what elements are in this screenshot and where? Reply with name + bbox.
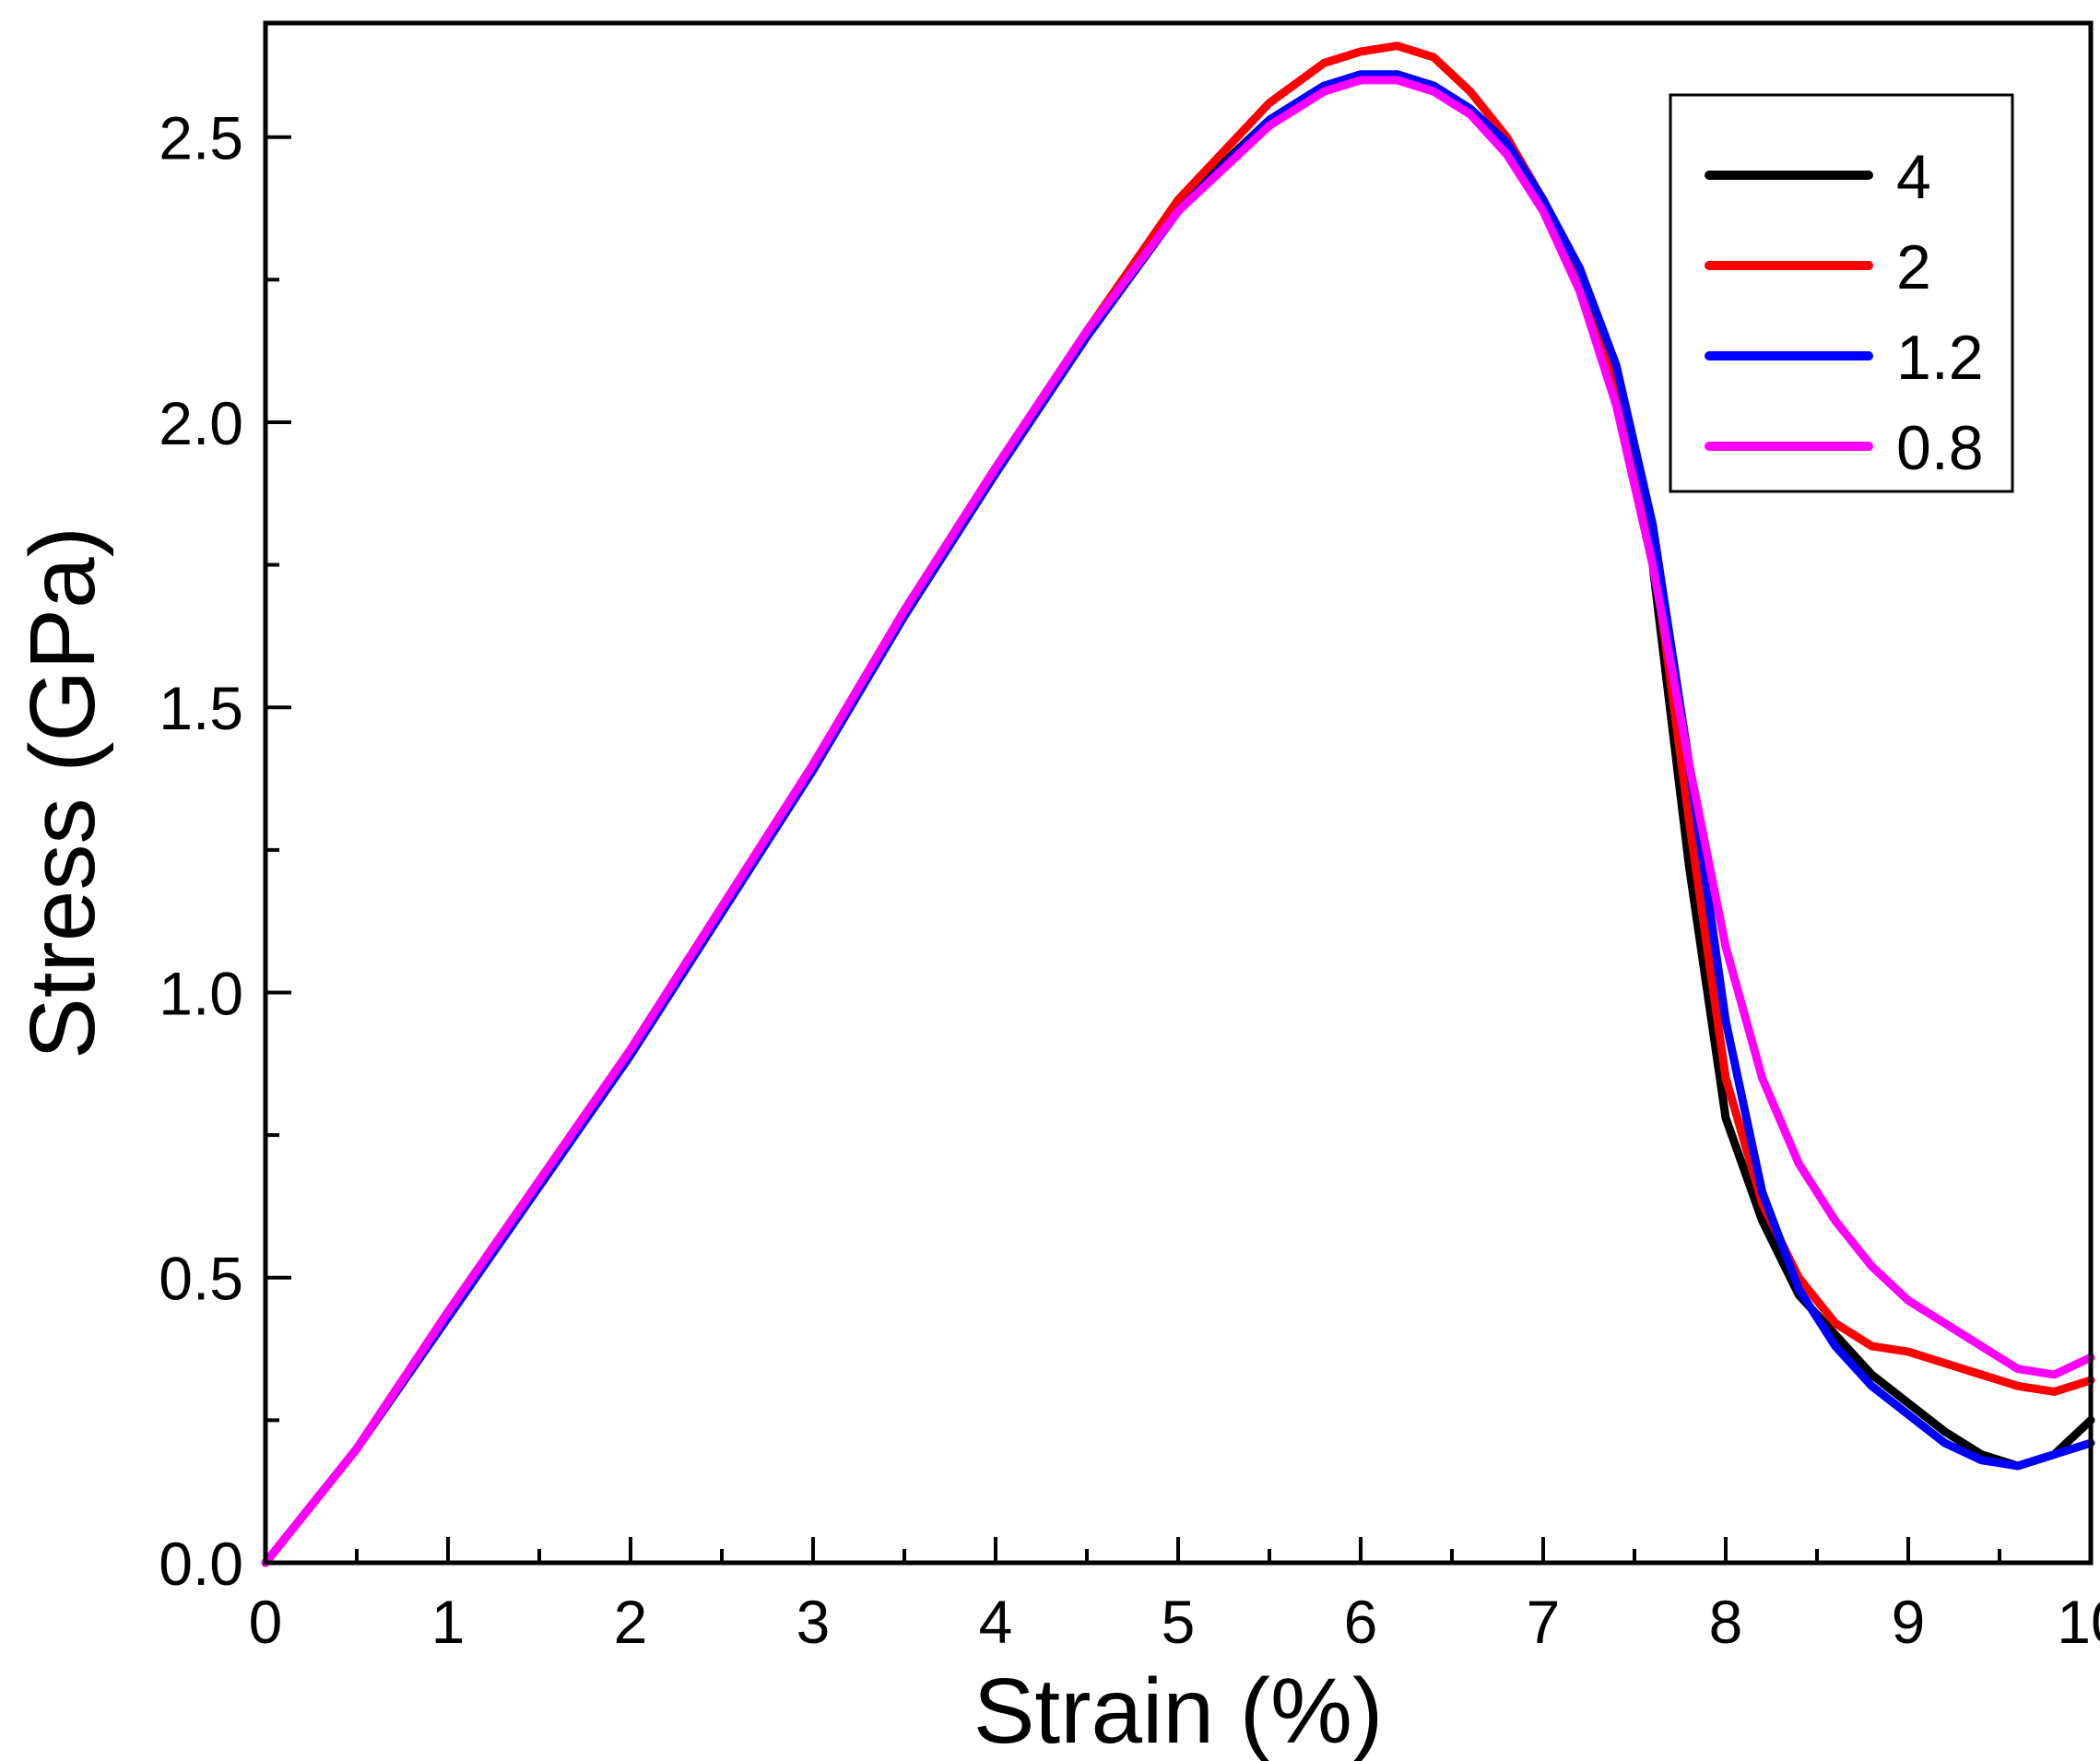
x-tick-label: 1 xyxy=(431,1588,466,1656)
y-tick-label: 1.5 xyxy=(159,674,243,742)
x-tick-label: 4 xyxy=(979,1588,1013,1656)
x-tick-label: 10 xyxy=(2057,1588,2100,1656)
x-tick-label: 3 xyxy=(796,1588,831,1656)
y-tick-label: 1.0 xyxy=(159,959,243,1027)
series-line-0-8 xyxy=(261,76,2095,1567)
x-tick-label: 9 xyxy=(1892,1588,1926,1656)
y-axis-label: Stress (GPa) xyxy=(11,526,114,1059)
x-axis-label: Strain (%) xyxy=(973,1660,1384,1761)
x-axis-ticks: 0 1 2 3 4 5 6 7 8 9 10 xyxy=(249,1537,2100,1656)
x-tick-label: 0 xyxy=(249,1588,283,1656)
legend-label-1-2: 1.2 xyxy=(1896,323,1984,393)
y-tick-label: 0.5 xyxy=(159,1245,243,1313)
y-tick-label: 2.5 xyxy=(159,104,243,172)
y-tick-label: 2.0 xyxy=(159,389,243,457)
x-tick-label: 6 xyxy=(1344,1588,1378,1656)
x-tick-label: 5 xyxy=(1162,1588,1196,1656)
y-tick-label: 0.0 xyxy=(159,1530,243,1598)
legend: 4 2 1.2 0.8 xyxy=(1669,93,2014,493)
legend-box xyxy=(1669,93,2014,493)
x-tick-label: 7 xyxy=(1527,1588,1561,1656)
x-tick-label: 2 xyxy=(614,1588,648,1656)
legend-label-4: 4 xyxy=(1896,142,1931,212)
x-tick-label: 8 xyxy=(1709,1588,1743,1656)
legend-label-2: 2 xyxy=(1896,232,1931,302)
legend-label-0-8: 0.8 xyxy=(1896,413,1984,483)
series-group xyxy=(261,41,2095,1567)
y-axis-ticks: 0.0 0.5 1.0 1.5 2.0 2.5 xyxy=(159,104,291,1598)
